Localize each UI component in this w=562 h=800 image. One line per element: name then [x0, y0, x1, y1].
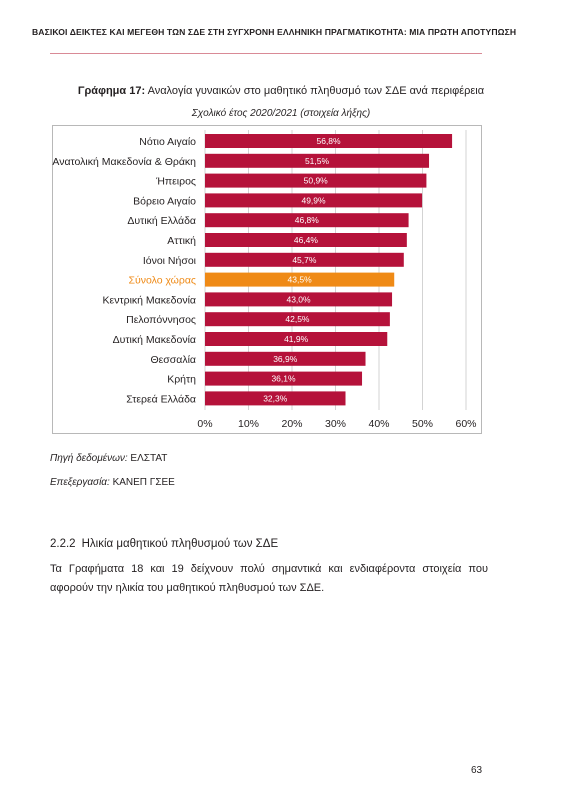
category-label: Βόρειο Αιγαίο	[133, 195, 196, 207]
section-title: Ηλικία μαθητικού πληθυσμού των ΣΔΕ	[81, 538, 279, 550]
data-label: 32,3%	[263, 393, 288, 403]
bar	[205, 134, 453, 148]
data-label: 46,4%	[294, 235, 319, 245]
bar	[205, 153, 430, 168]
source-value: ΕΛΣΤΑΤ	[130, 453, 168, 464]
bar	[205, 332, 388, 346]
category-label: Δυτική Ελλάδα	[127, 215, 196, 227]
x-tick-label: 20%	[281, 418, 302, 430]
category-label: Πελοπόννησος	[126, 314, 196, 326]
chart-title: Γράφημα 17: Αναλογία γυναικών στο μαθητι…	[0, 85, 562, 97]
category-label: Αττική	[167, 235, 196, 247]
x-tick-label: 40%	[368, 418, 389, 430]
bar	[205, 252, 404, 267]
chart-frame	[52, 125, 482, 434]
data-label: 49,9%	[301, 195, 326, 205]
header-rule	[50, 53, 482, 54]
data-label: 45,7%	[292, 255, 317, 265]
source-line: Πηγή δεδομένων: ΕΛΣΤΑΤ	[50, 453, 167, 464]
category-label: Ήπειρος	[155, 176, 196, 188]
bar	[205, 193, 423, 208]
data-label: 36,9%	[273, 354, 298, 364]
data-label: 51,5%	[305, 156, 330, 166]
section-heading: 2.2.2 Ηλικία μαθητικού πληθυσμού των ΣΔΕ	[50, 538, 278, 550]
source-label: Πηγή δεδομένων:	[50, 453, 128, 464]
data-label: 36,1%	[271, 374, 296, 384]
data-label: 42,5%	[285, 314, 310, 324]
category-label: Θεσσαλία	[150, 354, 196, 366]
figure-caption: Αναλογία γυναικών στο μαθητικό πληθυσμό …	[147, 85, 485, 97]
category-label: Στερεά Ελλάδα	[126, 393, 196, 405]
running-header: ΒΑΣΙΚΟΙ ΔΕΙΚΤΕΣ ΚΑΙ ΜΕΓΕΘΗ ΤΩΝ ΣΔΕ ΣΤΗ Σ…	[32, 27, 517, 37]
processing-label: Επεξεργασία:	[50, 477, 110, 488]
category-label: Σύνολο χώρας	[128, 275, 196, 287]
data-label: 50,9%	[304, 176, 329, 186]
bar	[205, 173, 427, 188]
page-number: 63	[471, 765, 483, 776]
x-tick-label: 10%	[238, 418, 259, 430]
x-tick-label: 0%	[197, 418, 212, 430]
data-label: 56,8%	[316, 136, 341, 146]
data-label: 43,5%	[288, 275, 313, 285]
data-label: 43,0%	[286, 294, 311, 304]
category-label: Ιόνοι Νήσοι	[143, 255, 197, 267]
bar-chart: 0% 10% 20% 30% 40% 50% 60% Νότιο Αιγαίο 56,8% Ανα…	[52, 130, 477, 430]
category-label: Κεντρική Μακεδονία	[103, 294, 196, 306]
figure-label: Γράφημα 17:	[77, 85, 146, 97]
processing-value: ΚΑΝΕΠ ΓΣΕΕ	[112, 477, 175, 488]
bar	[205, 312, 390, 327]
data-label: 41,9%	[284, 334, 309, 344]
x-tick-label: 60%	[455, 418, 476, 430]
bar	[205, 371, 363, 386]
bar	[205, 391, 346, 406]
chart-subtitle: Σχολικό έτος 2020/2021 (στοιχεία λήξης)	[191, 108, 371, 119]
category-label: Κρήτη	[167, 374, 196, 386]
bar	[205, 351, 366, 366]
bar	[205, 233, 407, 247]
processing-line: Επεξεργασία: ΚΑΝΕΠ ΓΣΕΕ	[50, 477, 175, 488]
x-tick-label: 30%	[325, 418, 346, 430]
bar	[205, 272, 395, 287]
x-tick-label: 50%	[412, 418, 433, 430]
bar	[205, 213, 409, 228]
data-label: 46,8%	[295, 215, 320, 225]
category-label: Δυτική Μακεδονία	[113, 334, 196, 346]
section-body: Τα Γραφήματα 18 και 19 δείχνουν πολύ σημ…	[50, 563, 488, 594]
section-number: 2.2.2	[50, 538, 76, 550]
category-label: Ανατολική Μακεδονία & Θράκη	[52, 156, 196, 168]
bar	[205, 292, 393, 307]
category-label: Νότιο Αιγαίο	[139, 136, 196, 148]
